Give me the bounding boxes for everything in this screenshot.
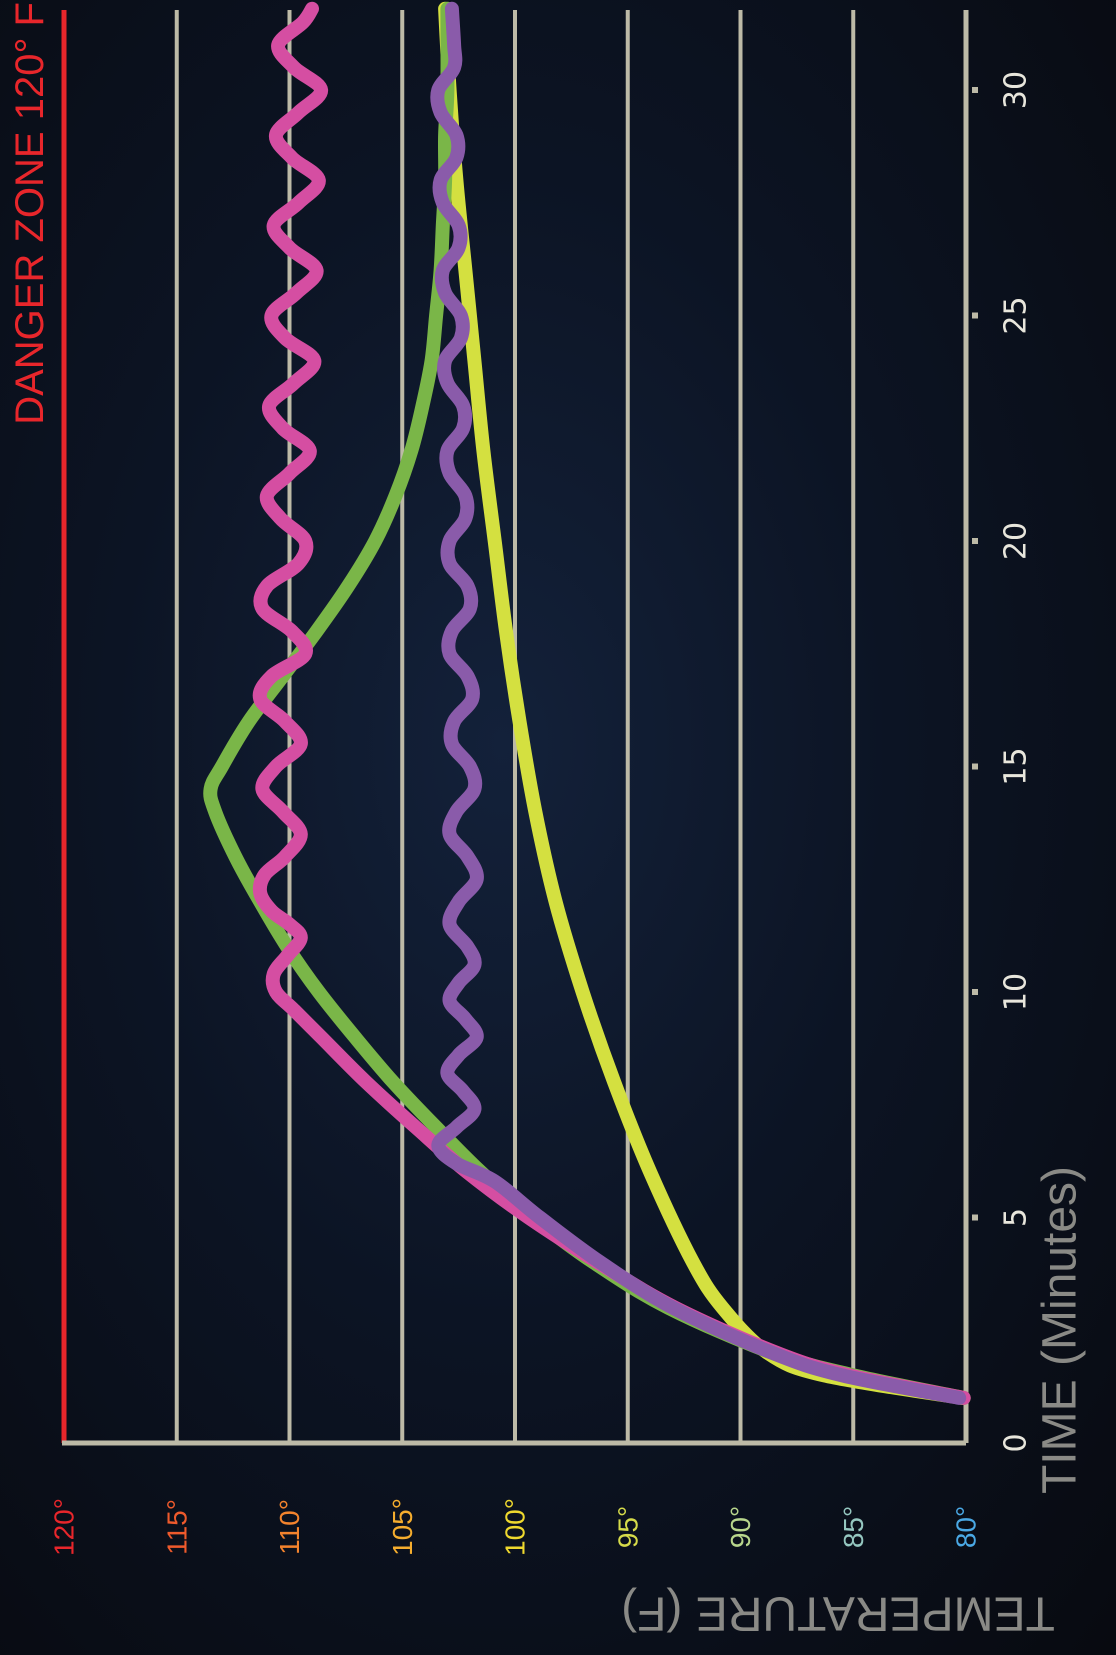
x-tick-mark xyxy=(972,763,978,770)
y-tick-label: 115° xyxy=(161,1499,192,1555)
y-tick-label: 80° xyxy=(951,1506,982,1548)
x-tick-label: 25 xyxy=(999,296,1034,334)
y-tick-label: 85° xyxy=(838,1506,869,1548)
y-tick-label: 95° xyxy=(612,1506,643,1548)
danger-zone-label: DANGER ZONE 120° F xyxy=(8,2,52,425)
series-line-1 xyxy=(438,1,969,1405)
x-tick-label: 20 xyxy=(999,522,1034,560)
x-tick-mark xyxy=(972,312,978,319)
y-tick-label: 120° xyxy=(49,1498,80,1556)
x-tick-mark xyxy=(972,989,978,995)
x-tick-label: 10 xyxy=(999,973,1034,1011)
x-tick-label: 5 xyxy=(999,1208,1034,1227)
y-tick-label: 110° xyxy=(274,1499,305,1555)
y-axis-title: TEMPERATURE (F) xyxy=(621,1587,1055,1640)
y-tick-label: 100° xyxy=(500,1498,531,1556)
x-tick-mark xyxy=(972,1214,978,1221)
series-line-4 xyxy=(430,1,967,1405)
series-lines xyxy=(203,1,971,1405)
x-ticks: 0 5 10 15 20 25 30 xyxy=(972,71,1034,1453)
x-tick-mark xyxy=(972,87,978,93)
y-tick-label: 90° xyxy=(725,1506,756,1548)
y-tick-label: 105° xyxy=(387,1498,418,1556)
series-line-2 xyxy=(203,1,971,1405)
x-tick-label: 15 xyxy=(999,747,1034,785)
series-line-3 xyxy=(252,1,971,1405)
x-tick-label: 30 xyxy=(999,71,1034,109)
x-tick-label: 0 xyxy=(999,1433,1034,1452)
x-tick-mark xyxy=(972,538,978,544)
y-ticks: 120° 115° 110° 105° 100° 95° 90° 85° 80° xyxy=(49,1498,982,1556)
x-axis-title: TIME (Minutes) xyxy=(1034,1166,1087,1494)
